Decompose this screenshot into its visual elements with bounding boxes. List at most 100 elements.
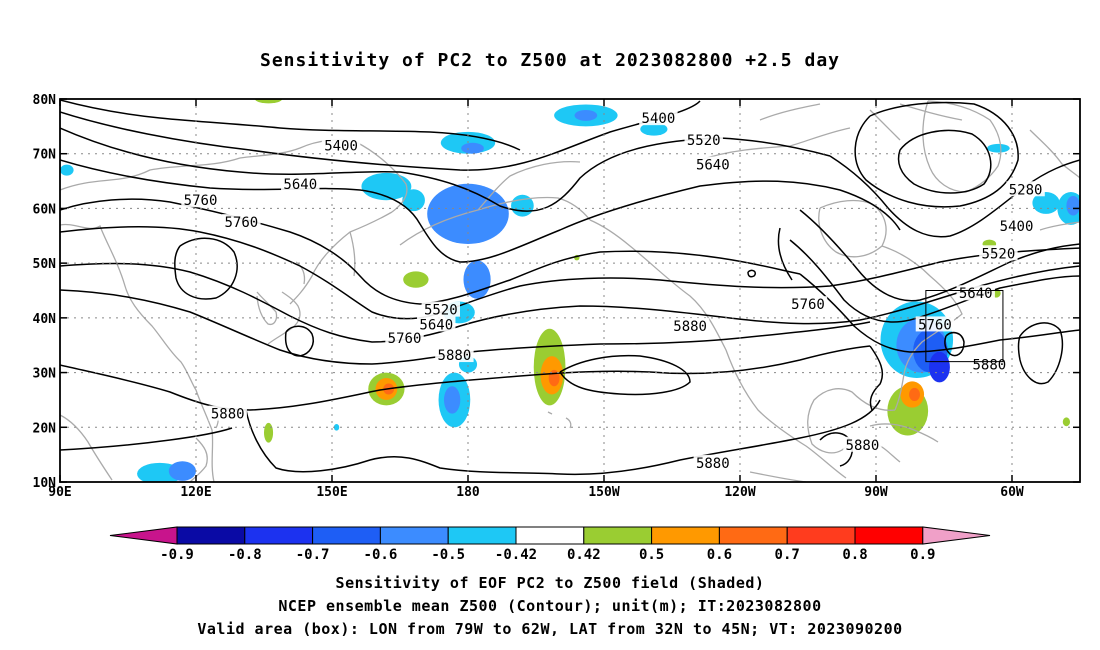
- coastlines: [60, 100, 1080, 482]
- contour-label-bg: [639, 110, 678, 126]
- contour-label-bg: [281, 175, 320, 191]
- sensitivity-patch: [403, 271, 429, 288]
- contour-label-bg: [670, 318, 710, 334]
- contour-label-bg: [181, 192, 220, 208]
- contour-label: 5400: [1000, 219, 1034, 235]
- sensitivity-patch: [463, 260, 491, 299]
- lon-tick-label: 120W: [724, 485, 755, 500]
- contour-label-bg: [970, 356, 1009, 372]
- lat-lon-grid: [60, 99, 1080, 482]
- contour-label: 5520: [687, 133, 721, 149]
- lat-tick-label: 50N: [33, 257, 57, 272]
- contour-label: 5640: [419, 317, 453, 333]
- lon-tick-label: 120E: [180, 485, 211, 500]
- colorbar: -0.9 -0.8 -0.7 -0.6 -0.5 -0.42 0.42 0.5 0.6 0.7 0.…: [109, 526, 991, 563]
- colorbar-label: -0.7: [296, 547, 330, 563]
- sensitivity-shading: [60, 99, 1080, 482]
- sensitivity-patch: [264, 422, 274, 443]
- colorbar-segment: [515, 526, 585, 545]
- sensitivity-patch: [1062, 417, 1071, 427]
- sensitivity-patch: [574, 109, 598, 121]
- sensitivity-patch: [443, 386, 461, 414]
- lat-tick-label: 40N: [33, 312, 57, 327]
- colorbar-label: 0.7: [775, 547, 800, 563]
- colorbar-label: 0.9: [910, 547, 935, 563]
- map-frame: 5400564057605760552056405760588058805400…: [33, 93, 1081, 500]
- contour-label-bg: [843, 436, 882, 452]
- map-border: [59, 98, 1081, 483]
- colorbar-label: 0.6: [707, 547, 732, 563]
- contour-label: 5880: [972, 357, 1006, 373]
- sensitivity-patch: [909, 387, 920, 402]
- contour-label: 5880: [438, 348, 472, 364]
- sensitivity-patch: [254, 99, 283, 104]
- contour-label-bg: [1006, 181, 1045, 197]
- colorbar-label: 0.5: [639, 547, 664, 563]
- contour-label: 5280: [1009, 182, 1043, 198]
- contour-label: 5760: [388, 331, 422, 347]
- sensitivity-patch: [402, 189, 425, 212]
- sensitivity-patch: [929, 351, 950, 383]
- contour-label: 5640: [959, 286, 993, 302]
- colorbar-segment: [379, 526, 449, 545]
- valid-area-box: [925, 290, 1004, 363]
- contour-label: 5400: [642, 111, 676, 127]
- colorbar-segment: [176, 526, 246, 545]
- contour-label-bg: [417, 316, 456, 332]
- colorbar-label: 0.8: [842, 547, 867, 563]
- contour-label-bg: [435, 347, 474, 363]
- caption-contours: NCEP ensemble mean Z500 (Contour); unit(…: [278, 597, 822, 615]
- colorbar-label: 0.42: [567, 547, 601, 563]
- z500-contours: [60, 99, 1080, 476]
- contour-label-bg: [997, 217, 1036, 233]
- contour-label: 5640: [696, 158, 730, 174]
- contour-label: 5520: [982, 246, 1016, 262]
- colorbar-segment: [447, 526, 517, 545]
- sensitivity-patch: [361, 172, 412, 201]
- colorbar-segment: [718, 526, 788, 545]
- lat-tick-label: 70N: [33, 148, 57, 163]
- caption-valid-area: Valid area (box): LON from 79W to 62W, L…: [197, 620, 903, 638]
- contour-label: 5400: [324, 139, 358, 155]
- contour-label-bg: [956, 285, 995, 301]
- sensitivity-patch: [427, 183, 509, 244]
- lat-tick-label: 20N: [33, 421, 57, 436]
- colorbar-low-triangle: [109, 526, 178, 545]
- contour-label-bg: [979, 245, 1018, 261]
- contour-label: 5760: [184, 193, 218, 209]
- lat-tick-label: 10N: [33, 476, 57, 491]
- lon-tick-label: 60W: [1000, 485, 1024, 500]
- axis-ticks: 90E 120E 150E 180 150W 120W 90W 60W 10N 20N 30N 40N…: [33, 93, 1080, 500]
- sensitivity-patch: [333, 424, 340, 431]
- sensitivity-patch: [987, 143, 1010, 153]
- contour-label-bg: [208, 405, 247, 421]
- lon-tick-label: 90E: [48, 485, 71, 500]
- colorbar-segment: [583, 526, 653, 545]
- contour-label: 5880: [696, 456, 730, 472]
- contour-label-bg: [788, 296, 828, 312]
- colorbar-label: -0.5: [431, 547, 465, 563]
- contour-labels: 5400564057605760552056405760588058805400…: [181, 110, 1045, 472]
- lon-tick-label: 90W: [864, 485, 888, 500]
- contour-label-bg: [321, 137, 361, 153]
- lon-tick-label: 180: [456, 485, 480, 500]
- contour-label-bg: [693, 454, 732, 470]
- sensitivity-patch: [1066, 195, 1080, 216]
- contour-label: 5880: [211, 407, 245, 423]
- contour-label: 5880: [846, 438, 880, 454]
- colorbar-high-triangle: [922, 526, 991, 545]
- contour-label: 5520: [424, 303, 458, 319]
- colorbar-label: -0.42: [495, 547, 537, 563]
- map-title: Sensitivity of PC2 to Z500 at 2023082800…: [259, 50, 840, 71]
- sensitivity-patch: [60, 164, 74, 176]
- contour-label-bg: [684, 132, 723, 148]
- colorbar-label: -0.8: [228, 547, 262, 563]
- lon-tick-label: 150E: [316, 485, 347, 500]
- colorbar-segment: [786, 526, 856, 545]
- colorbar-segment: [854, 526, 924, 545]
- contour-label: 5760: [791, 297, 825, 313]
- contour-label-bg: [222, 214, 261, 230]
- lat-tick-label: 80N: [33, 93, 57, 108]
- contour-label-bg: [693, 156, 732, 172]
